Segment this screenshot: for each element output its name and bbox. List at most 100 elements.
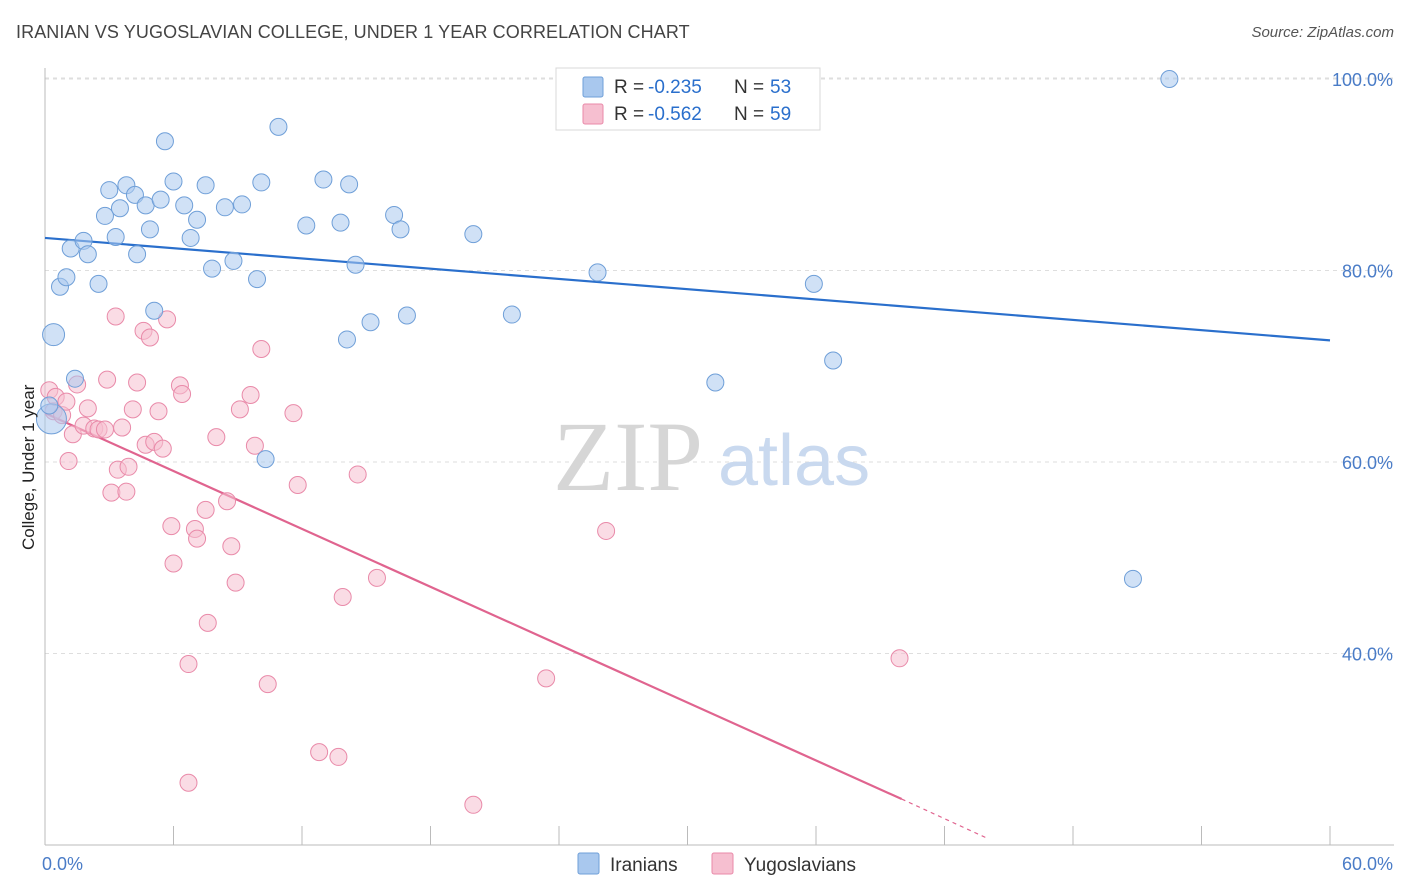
legend-n-label-iranians: N = xyxy=(734,77,764,98)
legend-r-label-iranians: R = xyxy=(614,77,644,98)
yugoslavians-point-30 xyxy=(164,554,183,573)
iranians-point-27 xyxy=(215,198,234,217)
yugoslavians-point-47 xyxy=(284,404,303,423)
yugoslavians-point-5 xyxy=(59,452,78,471)
yugoslavians-point-26 xyxy=(149,402,168,421)
yugoslavians-point-51 xyxy=(333,588,352,607)
iranians-point-26 xyxy=(203,259,222,278)
iranians-point-49 xyxy=(824,351,843,370)
yugoslavians-point-42 xyxy=(230,400,249,419)
yugoslavians-point-17 xyxy=(113,418,132,437)
yugoslavians-point-55 xyxy=(464,795,483,814)
iranians-point-19 xyxy=(151,190,170,209)
yugoslavians-point-54 xyxy=(179,773,198,792)
axes xyxy=(44,68,1394,846)
yugoslavians-point-14 xyxy=(102,483,121,502)
legend-swatch-yugoslavians xyxy=(582,103,604,125)
watermark-atlas: atlas xyxy=(718,421,870,501)
iranians-point-11 xyxy=(106,227,125,246)
yugoslavians-point-21 xyxy=(128,373,147,392)
yugoslavians-point-12 xyxy=(95,420,114,439)
iranians-point-21 xyxy=(164,172,183,191)
iranians-point-15 xyxy=(128,245,147,264)
yugoslavians-point-36 xyxy=(196,500,215,519)
iranians-point-52 xyxy=(40,396,59,415)
yugoslavians-point-44 xyxy=(245,436,264,455)
legend-r-value-yugoslavians: -0.562 xyxy=(648,104,702,125)
iranians-point-37 xyxy=(337,330,356,349)
legend-r-label-yugoslavians: R = xyxy=(614,104,644,125)
legend-n-value-iranians: 53 xyxy=(770,77,791,98)
iranians-point-50 xyxy=(1123,569,1142,588)
iranians-point-32 xyxy=(256,450,275,469)
yugoslavians-point-57 xyxy=(597,521,616,540)
iranians-point-39 xyxy=(346,255,365,274)
yugoslavians-point-28 xyxy=(158,310,177,329)
yugoslavians-point-58 xyxy=(890,649,909,668)
yugoslavians-point-45 xyxy=(252,340,271,359)
yugoslavians-point-39 xyxy=(218,492,237,511)
yugoslavians-point-19 xyxy=(119,457,138,476)
trend-lines xyxy=(44,236,1331,839)
iranians-point-20 xyxy=(155,132,174,151)
yugoslavians-point-40 xyxy=(222,537,241,556)
iranians-point-38 xyxy=(340,175,359,194)
iranians-point-7 xyxy=(78,245,97,264)
bottom-legend-label-iranians: Iranians xyxy=(610,855,678,876)
y-tick-label-2: 80.0% xyxy=(1342,262,1393,282)
bottom-legend-swatch-yugoslavians xyxy=(711,852,734,875)
grid-lines xyxy=(45,77,1394,654)
iranians-point-9 xyxy=(95,206,114,225)
yugoslavians-point-9 xyxy=(78,399,97,418)
yugoslavians-point-43 xyxy=(241,385,260,404)
yugoslavians-point-4 xyxy=(57,392,76,411)
iranians-point-45 xyxy=(502,305,521,324)
yugoslavians-point-29 xyxy=(162,517,181,536)
iranians-point-48 xyxy=(804,274,823,293)
iranians-point-23 xyxy=(181,228,200,247)
y-tick-label-1: 60.0% xyxy=(1342,453,1393,473)
iranians-point-40 xyxy=(361,313,380,332)
yugoslavians-point-37 xyxy=(198,613,217,632)
iranians-point-14 xyxy=(125,185,144,204)
legend-n-label-yugoslavians: N = xyxy=(734,104,764,125)
iranians-point-33 xyxy=(269,117,288,136)
source-label: Source: ZipAtlas.com xyxy=(1251,24,1394,41)
yugoslavians-point-35 xyxy=(188,529,207,548)
yugoslavians-point-38 xyxy=(207,428,226,447)
iranians-point-10 xyxy=(100,181,119,200)
legend-r-value-iranians: -0.235 xyxy=(648,77,702,98)
yugoslavians-point-56 xyxy=(537,669,556,688)
iranians-point-42 xyxy=(391,220,410,239)
x-tick-label-1: 60.0% xyxy=(1342,854,1393,874)
iranians-point-16 xyxy=(136,196,155,215)
bottom-legend: Iranians Yugoslavians xyxy=(577,852,856,876)
iranians-point-17 xyxy=(140,220,159,239)
legend-swatch-iranians xyxy=(582,76,604,98)
iranians-point-12 xyxy=(110,199,129,218)
iranians-point-51 xyxy=(1160,70,1179,88)
yugoslavians-point-50 xyxy=(329,747,348,766)
x-tick-label-0: 0.0% xyxy=(42,854,83,874)
legend-n-value-yugoslavians: 59 xyxy=(770,104,791,125)
yugoslavians-point-18 xyxy=(117,482,136,501)
chart-title: IRANIAN VS YUGOSLAVIAN COLLEGE, UNDER 1 … xyxy=(16,22,690,42)
yugoslavians-trend-line xyxy=(44,412,903,801)
yugoslavians-point-27 xyxy=(153,439,172,458)
yugoslavians-point-52 xyxy=(348,465,367,484)
iranians-point-5 xyxy=(65,369,84,388)
yugoslavians-point-53 xyxy=(367,568,386,587)
yugoslavians-points xyxy=(40,307,909,814)
yugoslavians-point-15 xyxy=(106,307,125,326)
iranians-point-47 xyxy=(706,373,725,392)
iranians-point-29 xyxy=(233,195,252,214)
y-tick-label-0: 40.0% xyxy=(1342,645,1393,665)
iranians-point-0 xyxy=(42,323,66,347)
iranians-point-35 xyxy=(314,170,333,189)
iranians-point-25 xyxy=(196,176,215,195)
watermark: ZIP atlas xyxy=(553,401,870,512)
iranians-point-43 xyxy=(397,306,416,325)
yugoslavians-point-48 xyxy=(288,475,307,494)
legend-box: R = -0.235 N = 53 R = -0.562 N = 59 xyxy=(555,67,821,131)
